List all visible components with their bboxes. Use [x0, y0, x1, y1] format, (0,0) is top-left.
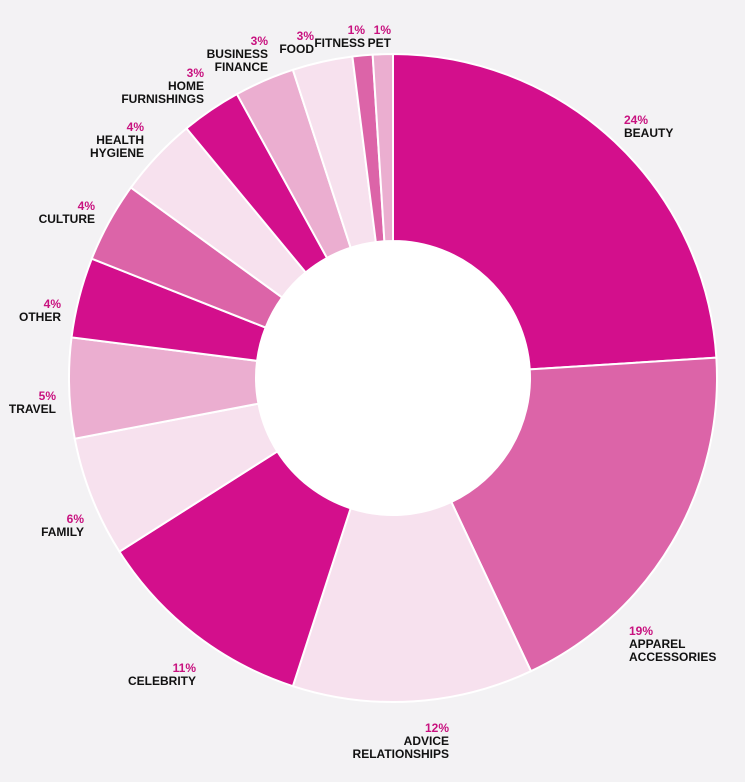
slice-percent: 12% [425, 721, 449, 735]
slice-category-label: OTHER [19, 310, 61, 324]
slice-percent: 3% [251, 34, 269, 48]
slice-category-label: FOOD [279, 42, 314, 56]
label-fitness: 1%FITNESS [314, 23, 365, 50]
slice-category-label: FAMILY [41, 525, 84, 539]
slice-category-label: TRAVEL [9, 402, 56, 416]
slice-percent: 4% [78, 199, 96, 213]
slice-category-label: HOME [168, 79, 204, 93]
slice-category-label: BEAUTY [624, 126, 673, 140]
slice-category-label: FURNISHINGS [121, 92, 204, 106]
slice-percent: 3% [187, 66, 205, 80]
slice-category-label: APPAREL [629, 637, 685, 651]
slice-category-label: FINANCE [215, 60, 268, 74]
slice-percent: 6% [67, 512, 85, 526]
donut-slices [68, 52, 718, 703]
slice-category-label: HYGIENE [90, 146, 144, 160]
slice-percent: 5% [39, 389, 57, 403]
slice-category-label: ACCESSORIES [629, 650, 716, 664]
slice-percent: 4% [127, 120, 145, 134]
slice-percent: 1% [374, 23, 392, 37]
donut-hole [256, 241, 530, 515]
label-celebrity: 11%CELEBRITY [128, 661, 196, 688]
label-pet: 1%PET [368, 23, 392, 50]
slice-category-label: ADVICE [404, 734, 449, 748]
slice-percent: 3% [297, 29, 315, 43]
label-beauty: 24%BEAUTY [624, 113, 673, 140]
label-food: 3%FOOD [279, 29, 314, 56]
label-travel: 5%TRAVEL [9, 389, 56, 416]
label-other: 4%OTHER [19, 297, 61, 324]
slice-category-label: RELATIONSHIPS [353, 747, 449, 761]
label-culture: 4%CULTURE [39, 199, 96, 226]
slice-category-label: CULTURE [39, 212, 95, 226]
slice-category-label: PET [368, 36, 392, 50]
slice-percent: 4% [44, 297, 62, 311]
slice-percent: 19% [629, 624, 653, 638]
slice-category-label: BUSINESS [207, 47, 268, 61]
slice-category-label: FITNESS [314, 36, 365, 50]
slice-category-label: CELEBRITY [128, 674, 196, 688]
label-family: 6%FAMILY [41, 512, 84, 539]
slice-percent: 11% [173, 661, 197, 675]
slice-category-label: HEALTH [96, 133, 144, 147]
slice-percent: 1% [348, 23, 366, 37]
slice-percent: 24% [624, 113, 648, 127]
